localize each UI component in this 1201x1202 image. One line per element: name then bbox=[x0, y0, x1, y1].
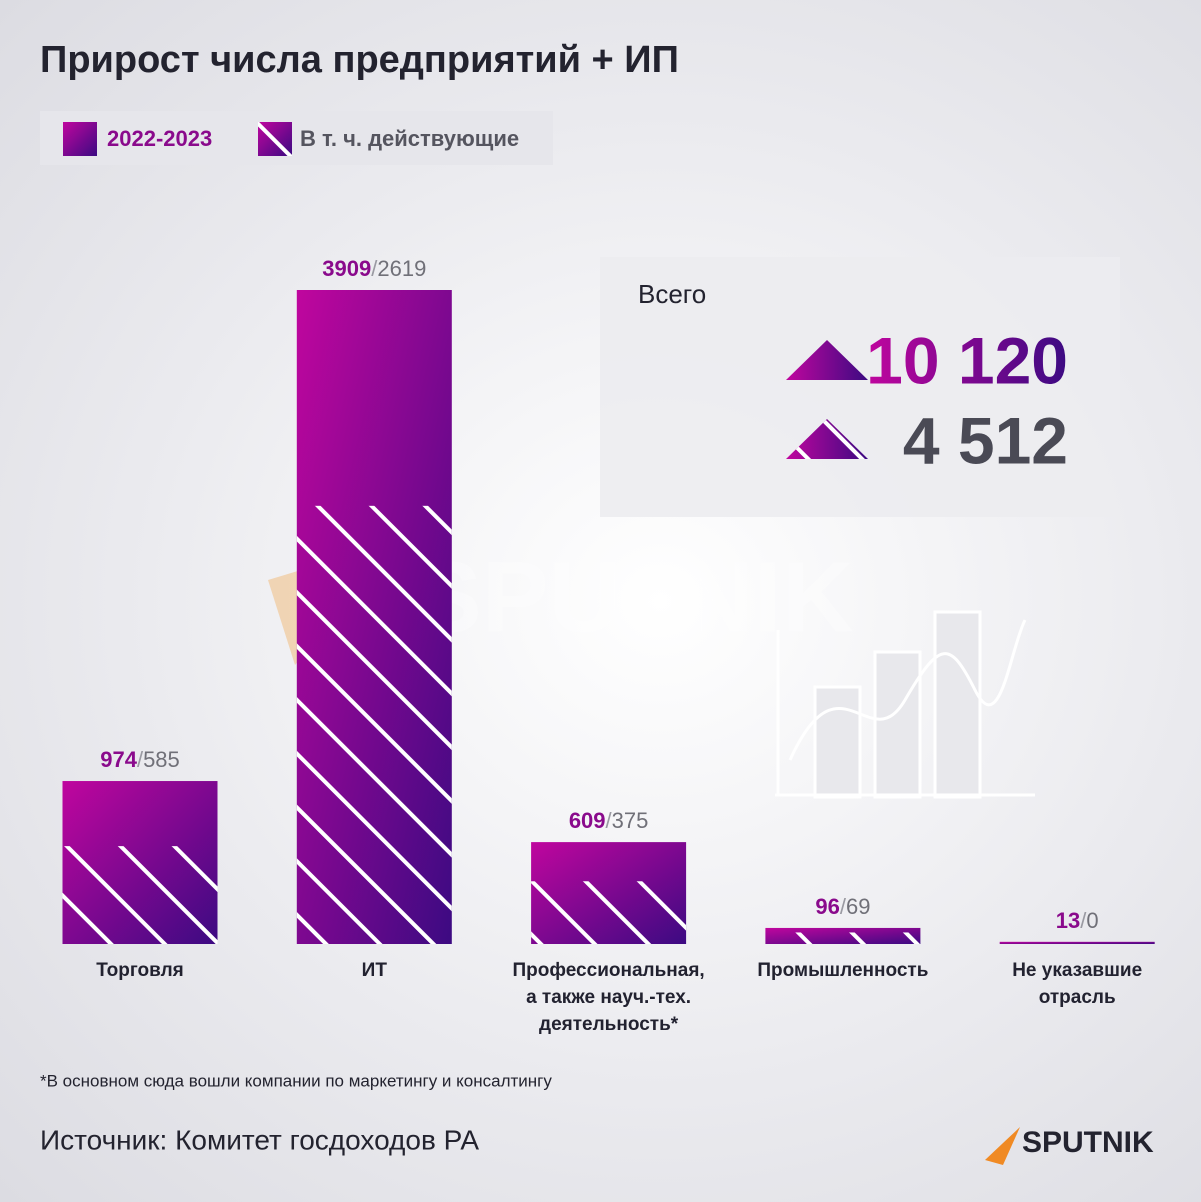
value-separator: / bbox=[371, 256, 378, 281]
total-value: 10 120 bbox=[866, 323, 1068, 397]
footnote: *В основном сюда вошли компании по марке… bbox=[40, 1071, 552, 1090]
totals-label: Всего bbox=[638, 279, 706, 309]
legend-label: В т. ч. действующие bbox=[300, 126, 519, 151]
total-value: 4 512 bbox=[903, 403, 1068, 477]
value-separator: / bbox=[840, 894, 847, 919]
legend-box bbox=[40, 111, 553, 165]
bar-hatched bbox=[296, 505, 452, 944]
value-label-primary: 974 bbox=[100, 747, 137, 772]
source: Источник: Комитет госдоходов РА bbox=[40, 1124, 479, 1155]
value-label-secondary: 2619 bbox=[377, 256, 426, 281]
bar-hatched bbox=[531, 881, 687, 944]
totals-box bbox=[600, 257, 1120, 517]
value-separator: / bbox=[1080, 908, 1087, 933]
x-tick-label: Промышленность bbox=[757, 960, 929, 981]
value-label-primary: 13 bbox=[1056, 908, 1080, 933]
x-tick-label: Торговля bbox=[96, 960, 184, 981]
x-tick-label: ИТ bbox=[361, 960, 387, 981]
value-label-secondary: 69 bbox=[846, 894, 870, 919]
value-label-primary: 609 bbox=[569, 808, 606, 833]
value-label: 96/69 bbox=[815, 894, 870, 919]
watermark-text: SPUTNIK bbox=[415, 541, 854, 653]
legend-swatch bbox=[63, 122, 97, 156]
illustration bbox=[775, 610, 1035, 799]
value-label: 3909/2619 bbox=[322, 256, 426, 281]
illustration-bar bbox=[813, 685, 862, 799]
legend-hatch bbox=[258, 122, 292, 156]
bar-hatched bbox=[62, 846, 218, 944]
illustration-bar bbox=[873, 650, 922, 799]
total-icon-hatch bbox=[786, 419, 868, 459]
bar bbox=[999, 941, 1155, 944]
value-label-secondary: 585 bbox=[143, 747, 180, 772]
illustration-bar bbox=[933, 610, 982, 799]
bar-hatched bbox=[765, 932, 921, 944]
x-tick-label: Профессиональная, а также науч.-тех. дея… bbox=[512, 960, 705, 1035]
total-icon bbox=[786, 340, 868, 380]
value-label-secondary: 375 bbox=[612, 808, 649, 833]
value-label-primary: 3909 bbox=[322, 256, 371, 281]
value-separator: / bbox=[137, 747, 144, 772]
value-label: 609/375 bbox=[569, 808, 649, 833]
value-label-primary: 96 bbox=[815, 894, 839, 919]
logo-text: SPUTNIK bbox=[1022, 1126, 1154, 1159]
logo-mark bbox=[985, 1127, 1020, 1165]
value-label: 13/0 bbox=[1056, 908, 1099, 933]
chart-title: Прирост числа предприятий + ИП bbox=[40, 39, 679, 81]
value-label: 974/585 bbox=[100, 747, 180, 772]
x-tick-label: Не указавшие отрасль bbox=[1012, 960, 1143, 1008]
value-label-secondary: 0 bbox=[1086, 908, 1098, 933]
illustration-line bbox=[788, 619, 1027, 761]
legend-label: 2022-2023 bbox=[107, 126, 212, 151]
value-separator: / bbox=[606, 808, 613, 833]
